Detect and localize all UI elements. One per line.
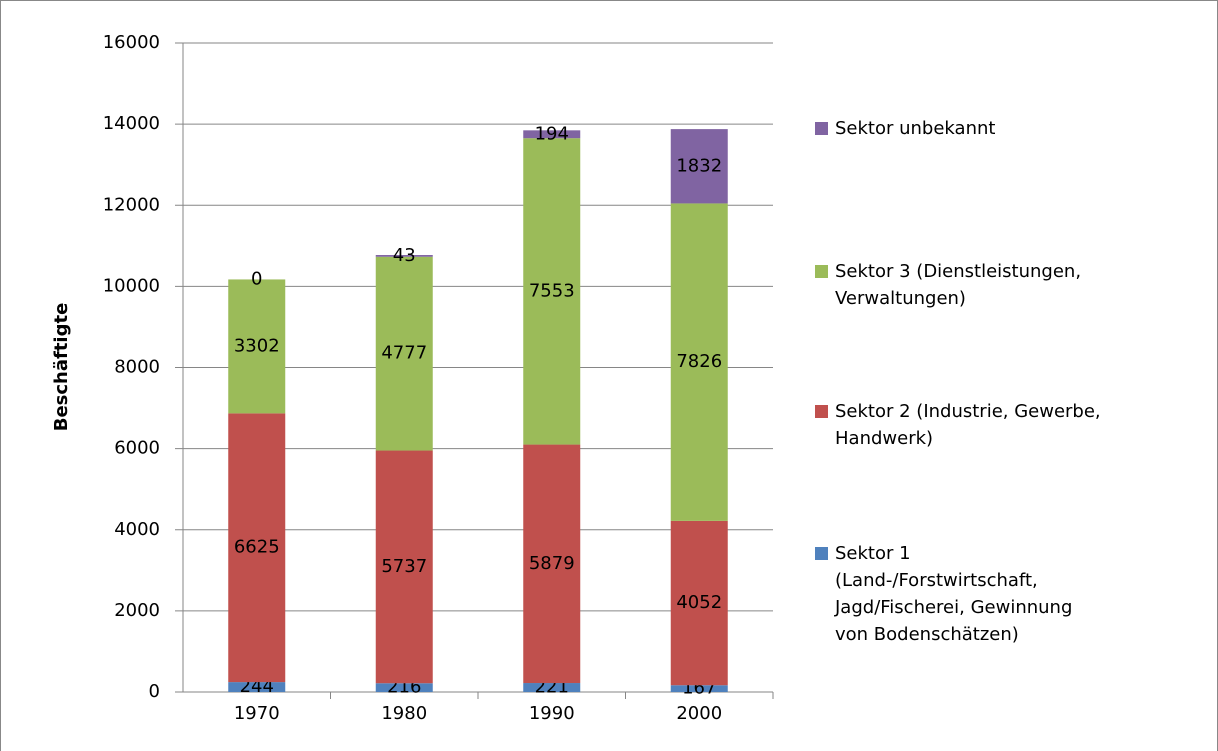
y-tick-label: 4000	[114, 519, 160, 540]
bar-segment	[670, 685, 728, 692]
y-tick-label: 2000	[114, 600, 160, 621]
y-tick-label: 8000	[114, 357, 160, 378]
legend-swatch	[815, 122, 828, 135]
y-tick-label: 6000	[114, 438, 160, 459]
y-tick-label: 0	[149, 681, 160, 702]
bar-segment	[670, 520, 728, 686]
bar-segment	[523, 130, 581, 139]
bar-segment	[523, 683, 581, 692]
data-label: 4052	[676, 592, 722, 613]
bar-segment	[523, 444, 581, 684]
bar-segment	[523, 138, 581, 445]
data-label: 7553	[529, 280, 575, 301]
bar-segment	[228, 682, 286, 692]
x-tick-label: 1990	[529, 703, 575, 724]
legend-label: Sektor 3 (Dienstleistungen, Verwaltungen…	[835, 261, 1082, 309]
bar-segment	[375, 255, 433, 257]
bar-segment	[670, 129, 728, 204]
data-label: 194	[535, 123, 569, 144]
y-tick-label: 10000	[103, 275, 160, 296]
bar-segment	[670, 203, 728, 521]
bar-segment	[375, 256, 433, 451]
legend-label: Sektor unbekannt	[835, 118, 996, 139]
data-label: 5737	[381, 556, 427, 577]
data-label: 7826	[676, 351, 722, 372]
legend-item: Sektor 3 (Dienstleistungen, Verwaltungen…	[815, 258, 1195, 312]
legend-item: Sektor 1 (Land-/Forstwirtschaft, Jagd/Fi…	[815, 540, 1195, 648]
legend-item: Sektor unbekannt	[815, 115, 1195, 142]
bar-segment	[375, 450, 433, 684]
y-tick-label: 12000	[103, 194, 160, 215]
data-label: 3302	[234, 335, 280, 356]
bar-segment	[375, 683, 433, 692]
bar-segment	[228, 279, 286, 414]
y-axis-label: Beschäftigte	[51, 303, 72, 432]
data-label: 0	[251, 268, 262, 289]
legend-swatch	[815, 265, 828, 278]
data-label: 43	[393, 245, 416, 266]
x-tick-label: 2000	[676, 703, 722, 724]
x-tick-label: 1980	[381, 703, 427, 724]
y-tick-label: 14000	[103, 113, 160, 134]
legend-item: Sektor 2 (Industrie, Gewerbe, Handwerk)	[815, 398, 1195, 452]
legend-swatch	[815, 405, 828, 418]
data-label: 5879	[529, 553, 575, 574]
legend-label: Sektor 2 (Industrie, Gewerbe, Handwerk)	[835, 401, 1101, 449]
data-label: 6625	[234, 537, 280, 558]
data-label: 1832	[676, 155, 722, 176]
y-tick-label: 16000	[103, 32, 160, 53]
legend-label: Sektor 1 (Land-/Forstwirtschaft, Jagd/Fi…	[835, 543, 1073, 645]
data-label: 4777	[381, 343, 427, 364]
bar-segment	[228, 413, 286, 683]
legend-swatch	[815, 547, 828, 560]
x-tick-label: 1970	[234, 703, 280, 724]
